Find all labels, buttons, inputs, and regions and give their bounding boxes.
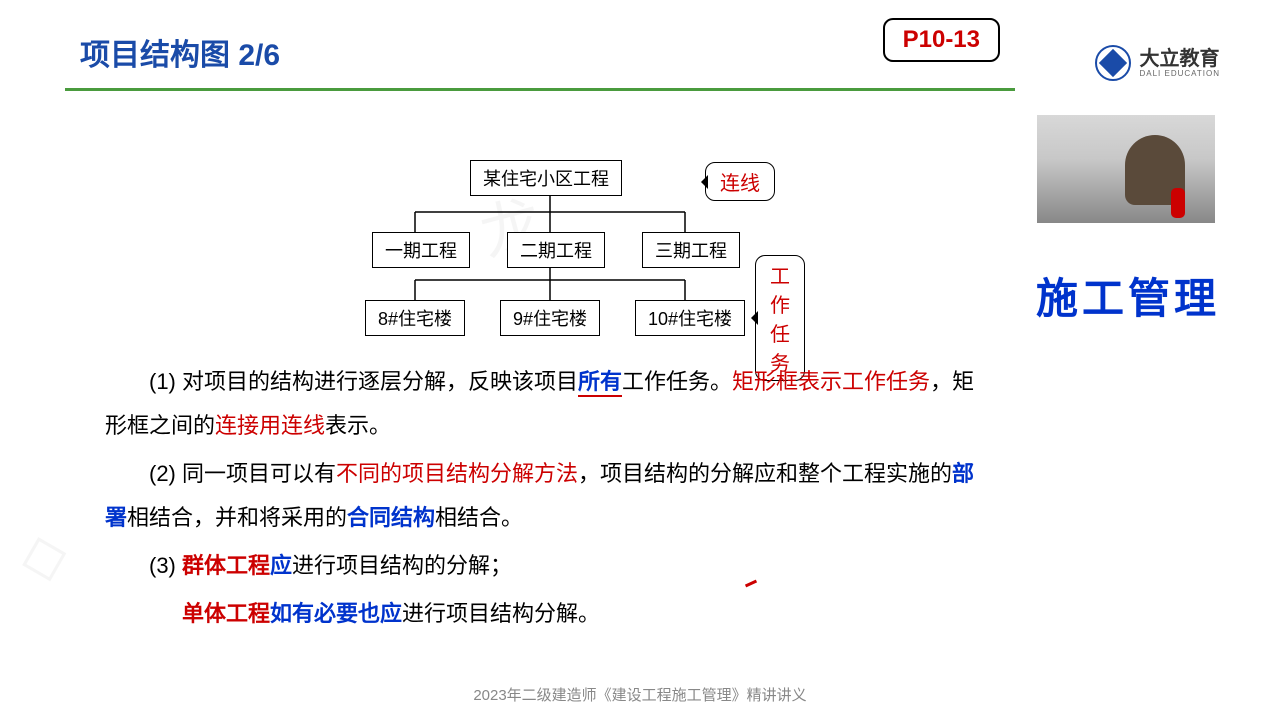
page-title: 项目结构图 2/6 [80, 30, 1220, 74]
node-l2-0: 一期工程 [372, 232, 470, 268]
kw-single: 单体工程 [182, 601, 270, 626]
kw-ifneed: 如有必要也应 [270, 601, 402, 626]
kw-connect: 连接用连线 [215, 413, 325, 438]
kw-group: 群体工程 [182, 553, 270, 578]
kw-rect: 矩形框表示工作任务 [732, 369, 930, 394]
node-l3-1: 9#住宅楼 [500, 300, 600, 336]
kw-all: 所有 [578, 369, 622, 397]
kw-should: 应 [270, 553, 292, 578]
callout-line: 连线 [705, 162, 775, 201]
paragraph-2: (2) 同一项目可以有不同的项目结构分解方法，项目结构的分解应和整个工程实施的部… [105, 452, 975, 540]
logo-text: 大立教育 [1139, 49, 1220, 69]
webcam-feed [1037, 115, 1215, 223]
page-badge: P10-13 [883, 18, 1000, 62]
kw-contract: 合同结构 [347, 505, 435, 530]
node-l2-2: 三期工程 [642, 232, 740, 268]
paragraph-1: (1) 对项目的结构进行逐层分解，反映该项目所有工作任务。矩形框表示工作任务，矩… [105, 360, 975, 448]
footer-text: 2023年二级建造师《建设工程施工管理》精讲讲义 [0, 684, 1280, 705]
title-underline [65, 88, 1015, 91]
node-l3-0: 8#住宅楼 [365, 300, 465, 336]
header: 项目结构图 2/6 [80, 30, 1220, 74]
logo-subtext: DALI EDUCATION [1139, 69, 1220, 78]
logo-icon [1095, 45, 1131, 81]
node-l2-1: 二期工程 [507, 232, 605, 268]
brand-logo: 大立教育 DALI EDUCATION [1095, 45, 1220, 81]
watermark: ◇ [12, 515, 75, 595]
kw-diff: 不同的项目结构分解方法 [336, 461, 578, 486]
section-title: 施工管理 [1036, 265, 1220, 326]
org-chart-diagram: 某住宅小区工程 一期工程 二期工程 三期工程 8#住宅楼 9#住宅楼 10#住宅… [360, 160, 800, 340]
paragraph-4: 单体工程如有必要也应进行项目结构分解。 [105, 592, 975, 636]
node-root: 某住宅小区工程 [470, 160, 622, 196]
paragraph-3: (3) 群体工程应进行项目结构的分解； [105, 544, 975, 588]
content-body: (1) 对项目的结构进行逐层分解，反映该项目所有工作任务。矩形框表示工作任务，矩… [105, 360, 975, 640]
node-l3-2: 10#住宅楼 [635, 300, 745, 336]
microphone-icon [1171, 188, 1185, 218]
